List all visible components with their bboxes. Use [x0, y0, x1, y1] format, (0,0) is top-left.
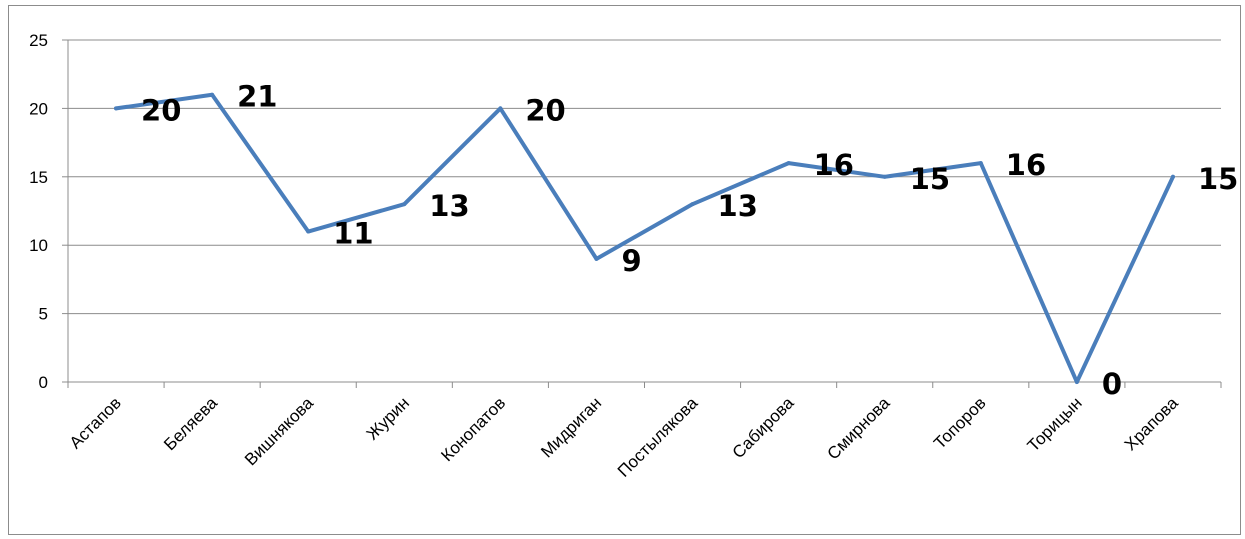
data-point — [306, 229, 311, 234]
data-label: 11 — [333, 217, 373, 251]
data-label: 15 — [910, 162, 950, 196]
x-axis-tick-labels: Астапов Беляева Вишнякова Журин Конопатов Мид… — [66, 393, 1182, 481]
data-point — [1170, 174, 1175, 179]
data-label: 16 — [814, 148, 854, 182]
data-point — [690, 202, 695, 207]
series-line — [114, 92, 1175, 384]
chart-frame — [8, 5, 1241, 535]
data-point — [498, 106, 503, 111]
y-tick-label: 10 — [29, 236, 48, 255]
data-label: 20 — [141, 93, 181, 127]
y-axis-tick-labels: 0 5 10 15 20 25 — [29, 31, 48, 392]
data-label: 21 — [237, 80, 277, 114]
x-tick-label: Мидриган — [537, 393, 605, 461]
data-label: 13 — [718, 189, 758, 223]
data-point — [594, 256, 599, 261]
gridlines — [68, 39, 1221, 315]
data-label: 15 — [1198, 162, 1238, 196]
y-tick-label: 15 — [29, 168, 48, 187]
x-tick-label: Конопатов — [437, 393, 509, 465]
x-tick-label: Постылякова — [614, 393, 702, 481]
x-tick-label: Топоров — [930, 393, 989, 452]
data-point — [114, 106, 119, 111]
data-label: 20 — [525, 93, 565, 127]
y-tick-label: 20 — [29, 99, 48, 118]
y-tick-label: 5 — [39, 305, 48, 324]
data-point — [786, 161, 791, 166]
x-tick-label: Торицын — [1024, 393, 1086, 455]
x-tick-label: Вишнякова — [241, 393, 317, 469]
data-point — [978, 161, 983, 166]
data-label: 9 — [621, 244, 641, 278]
x-tick-label: Астапов — [66, 393, 125, 452]
y-tick-label: 25 — [29, 31, 48, 50]
data-point — [210, 92, 215, 97]
data-point — [882, 174, 887, 179]
x-tick-label: Журин — [363, 393, 413, 443]
data-point — [402, 202, 407, 207]
x-tick-label: Смирнова — [823, 393, 893, 463]
y-tick-label: 0 — [39, 373, 48, 392]
x-tick-label: Сабирова — [729, 393, 798, 462]
data-label: 13 — [429, 189, 469, 223]
x-tick-label: Храпова — [1121, 393, 1182, 454]
data-point — [1074, 380, 1079, 384]
axes — [62, 39, 1222, 388]
x-tick-label: Беляева — [160, 393, 221, 454]
data-label: 16 — [1006, 148, 1046, 182]
data-label: 0 — [1102, 367, 1122, 401]
data-labels: 20 21 11 13 20 9 13 16 15 16 0 15 — [141, 80, 1238, 401]
series-line-group — [114, 92, 1175, 384]
